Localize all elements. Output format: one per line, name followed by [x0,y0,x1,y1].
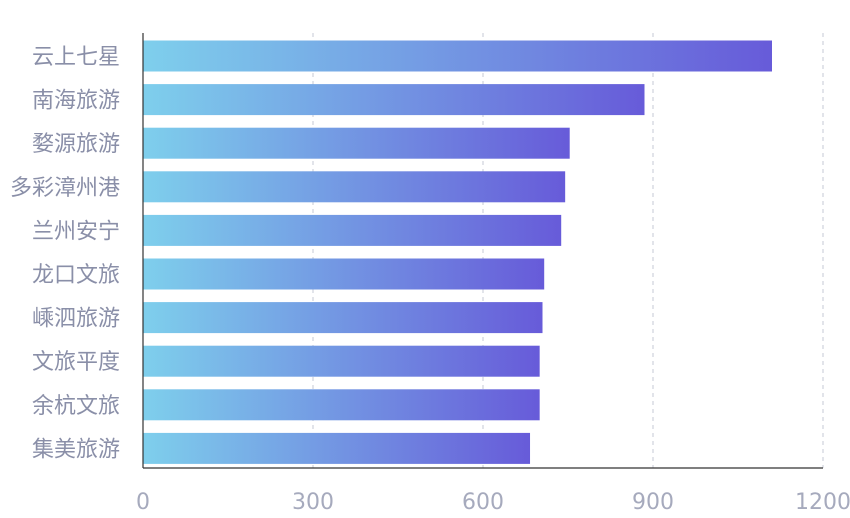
axes [142,33,823,469]
x-tick-label: 300 [292,490,334,515]
labels: 0 300 600 900 1200 云上七星南海旅游婺源旅游多彩漳州港兰州安宁龙口文旅嵊… [10,45,850,515]
category-label: 兰州安宁 [32,219,120,244]
bar-8 [143,389,540,421]
bar-2 [143,127,570,159]
bar-1 [143,84,645,116]
category-label: 南海旅游 [32,89,120,114]
bar-7 [143,345,540,377]
x-tick-label: 0 [136,490,150,515]
bar-9 [143,432,531,464]
category-label: 多彩漳州港 [10,176,120,201]
x-tick-label: 600 [462,490,504,515]
category-label: 云上七星 [32,45,120,70]
bars [143,40,772,464]
category-label: 嵊泗旅游 [32,307,120,332]
category-label: 文旅平度 [32,350,120,375]
category-label: 婺源旅游 [32,132,120,157]
x-tick-label: 1200 [795,490,850,515]
bar-5 [143,258,545,290]
category-label: 余杭文旅 [32,394,120,419]
bar-4 [143,214,562,246]
bar-3 [143,171,566,203]
bar-0 [143,40,772,72]
category-label: 集美旅游 [32,437,120,462]
bar-6 [143,302,543,334]
category-label: 龙口文旅 [32,263,120,288]
x-tick-label: 900 [632,490,674,515]
